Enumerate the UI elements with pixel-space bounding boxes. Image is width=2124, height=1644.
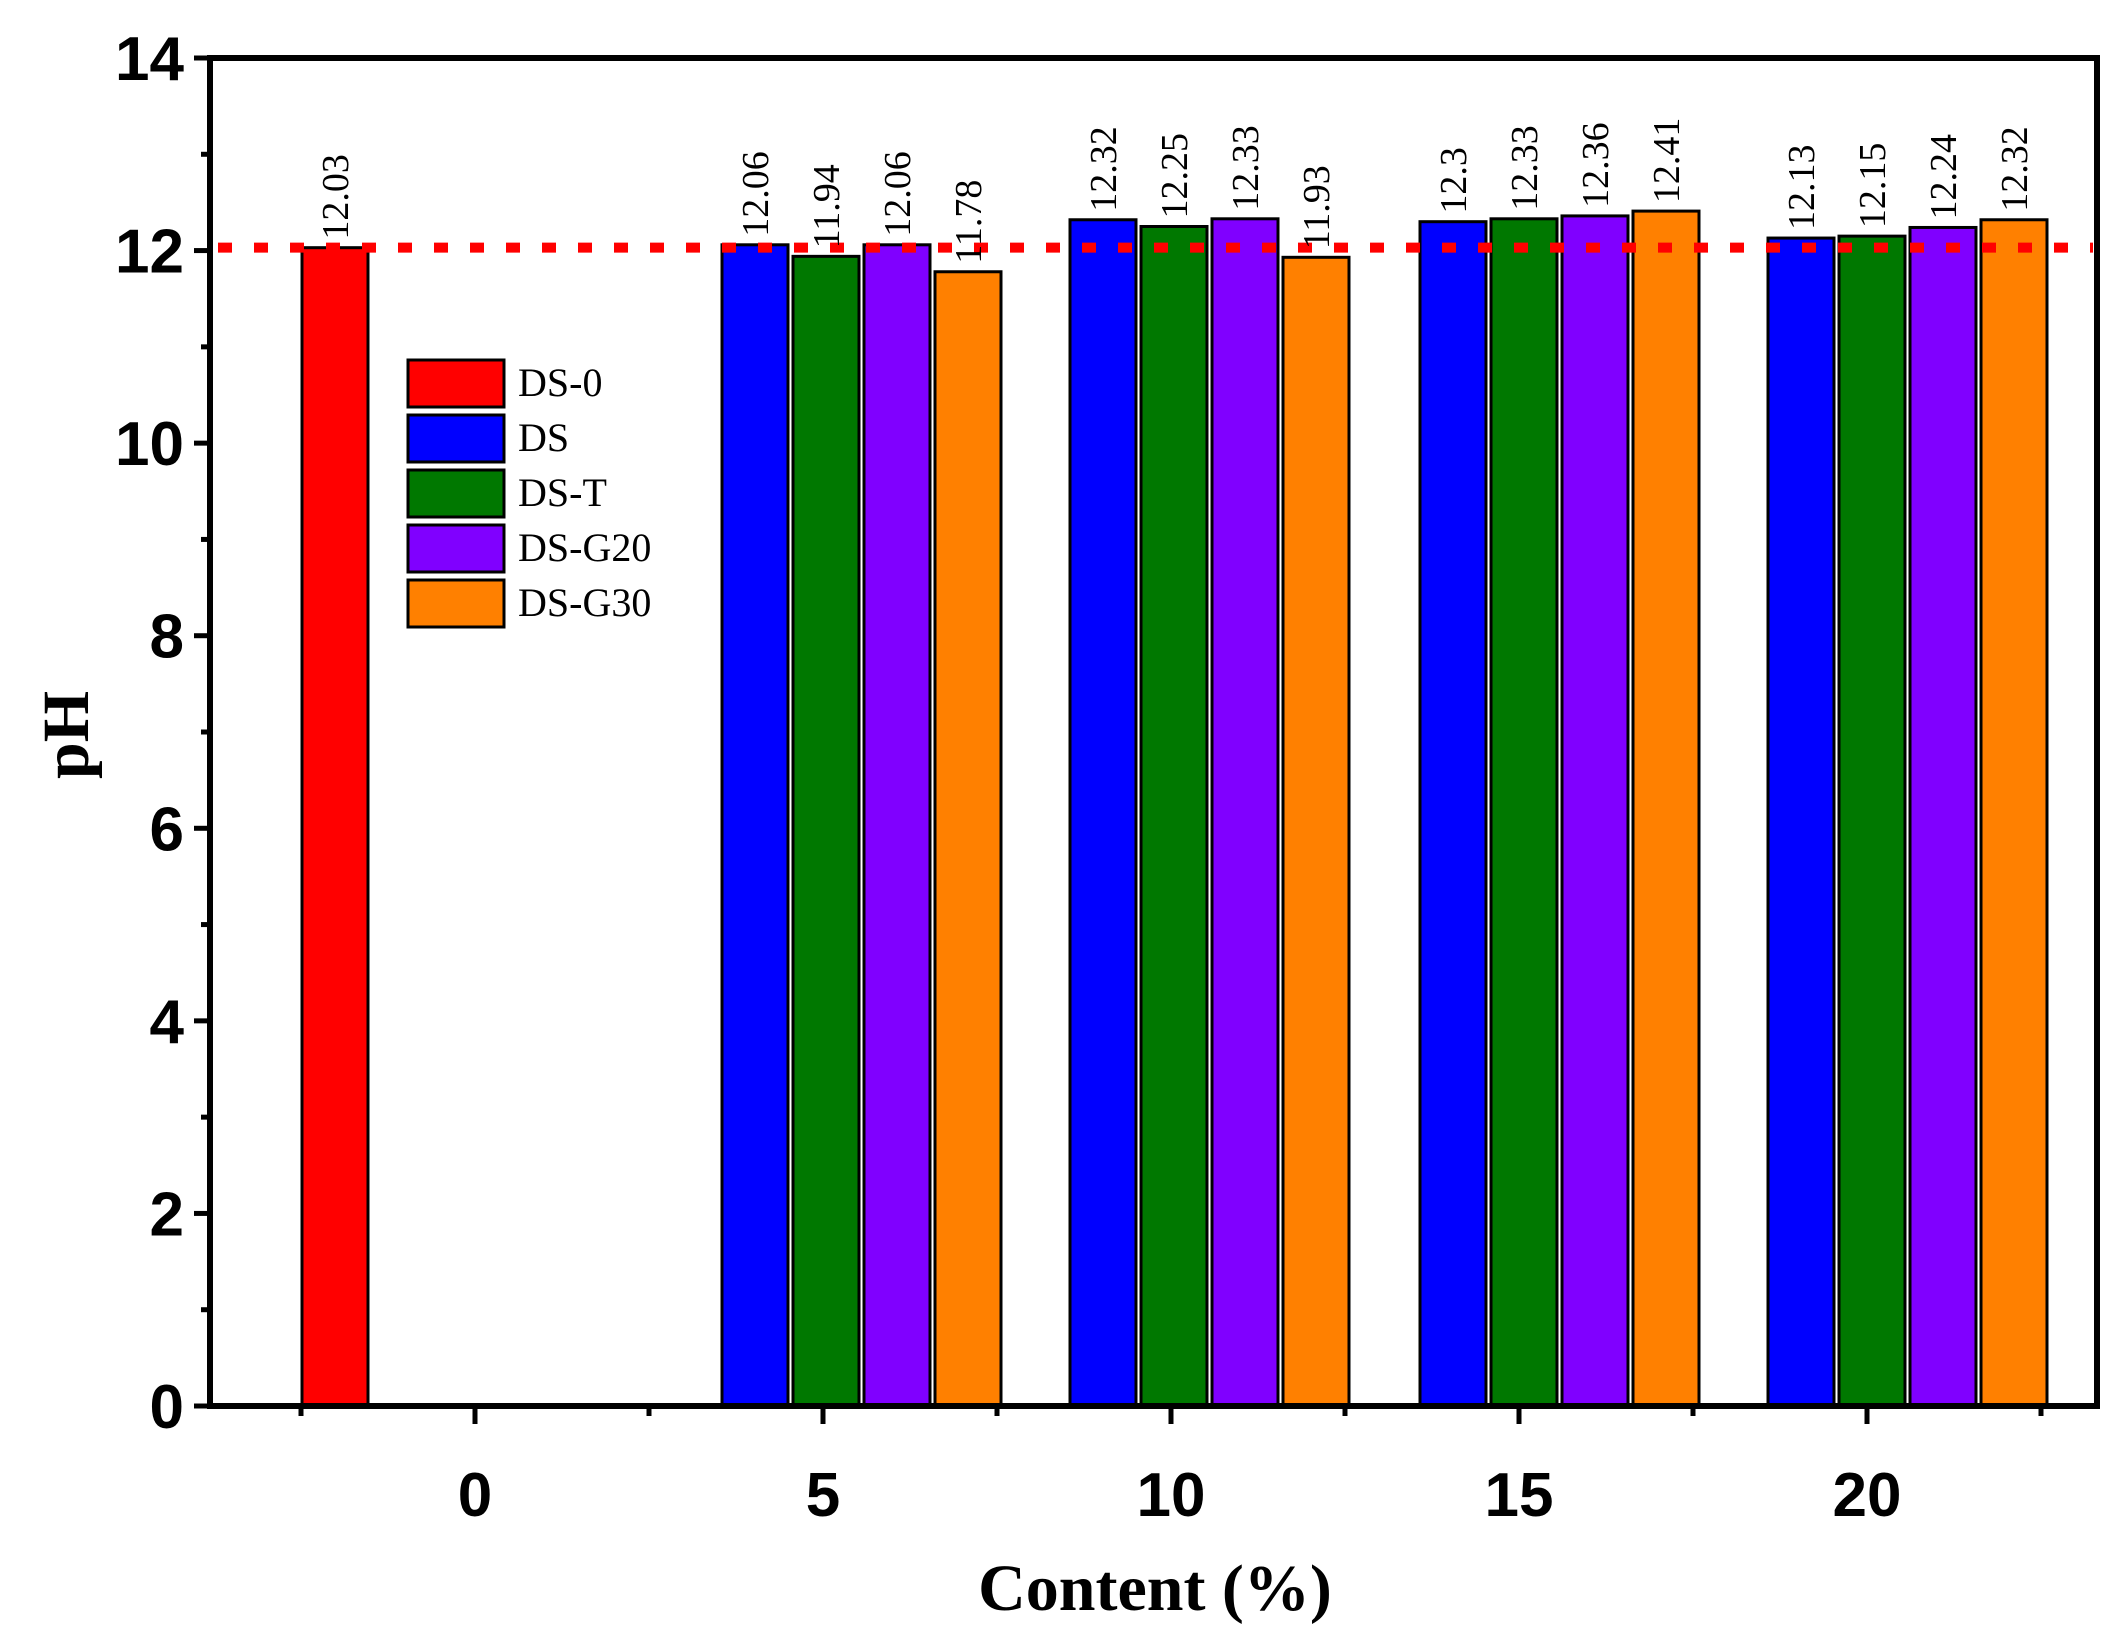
legend-swatch-ds <box>406 413 506 464</box>
bar-ds-20 <box>1766 236 1836 1408</box>
bar-ds-5 <box>720 243 790 1408</box>
data-label-ds-t-15: 12.33 <box>1504 125 1546 211</box>
data-label-ds-10: 12.32 <box>1083 126 1125 212</box>
y-tick-label-2: 2 <box>150 1180 184 1249</box>
legend-swatch-ds-g20 <box>406 523 506 574</box>
bar-ds-g20-20 <box>1908 225 1978 1408</box>
data-label-ds-20: 12.13 <box>1781 145 1823 231</box>
legend-label-ds-t: DS-T <box>518 470 607 515</box>
bar-ds-g30-20 <box>1979 218 2049 1408</box>
data-label-ds-g30-10: 11.93 <box>1296 165 1338 249</box>
bar-ds-g30-5 <box>933 270 1003 1408</box>
legend-label-ds: DS <box>518 415 569 460</box>
bar-ds-t-10 <box>1139 225 1209 1408</box>
bar-ds-0-0 <box>300 246 370 1408</box>
y-axis-title: pH <box>30 691 103 779</box>
y-tick-label-0: 0 <box>150 1373 184 1442</box>
bar-ds-g20-10 <box>1210 217 1280 1408</box>
x-axis: 0 5 10 15 20 <box>298 1406 2044 1530</box>
legend-label-ds-g30: DS-G30 <box>518 580 651 625</box>
legend-label-ds-0: DS-0 <box>518 360 602 405</box>
data-label-ds-g30-20: 12.32 <box>1994 126 2036 212</box>
legend-label-ds-g20: DS-G20 <box>518 525 651 570</box>
x-tick-label-15: 15 <box>1485 1461 1554 1530</box>
y-tick-label-8: 8 <box>150 603 184 672</box>
data-label-ds-g20-5: 12.06 <box>877 151 919 237</box>
y-tick-label-10: 10 <box>115 410 184 479</box>
legend-swatch-ds-0 <box>406 358 506 409</box>
x-tick-label-10: 10 <box>1137 1461 1206 1530</box>
bars-layer <box>300 209 2049 1408</box>
x-tick-label-0: 0 <box>458 1461 492 1530</box>
x-axis-title: Content (%) <box>978 1552 1332 1625</box>
data-label-ds-g30-5: 11.78 <box>948 180 990 264</box>
x-tick-label-5: 5 <box>806 1461 840 1530</box>
data-label-ds-t-20: 12.15 <box>1852 143 1894 229</box>
y-tick-label-14: 14 <box>115 25 184 94</box>
bar-ds-g30-15 <box>1631 209 1701 1408</box>
bar-ds-t-5 <box>791 254 861 1408</box>
bar-ds-15 <box>1418 220 1488 1408</box>
bar-ds-g20-15 <box>1560 214 1630 1408</box>
data-label-ds-15: 12.3 <box>1433 147 1475 214</box>
bar-ds-g20-5 <box>862 243 932 1408</box>
data-label-ds-g20-15: 12.36 <box>1575 122 1617 208</box>
x-tick-label-20: 20 <box>1833 1461 1902 1530</box>
legend-swatch-ds-g30 <box>406 578 506 629</box>
bar-ds-g30-10 <box>1281 255 1351 1408</box>
bar-ds-t-15 <box>1489 217 1559 1408</box>
data-label-ds-g30-15: 12.41 <box>1646 118 1688 204</box>
data-label-ds-t-5: 11.94 <box>806 164 848 248</box>
bar-ds-10 <box>1068 218 1138 1408</box>
y-axis: 0 2 4 6 8 10 12 14 <box>115 25 210 1442</box>
data-label-ds-0-0: 12.03 <box>315 154 357 240</box>
data-label-ds-g20-10: 12.33 <box>1225 125 1267 211</box>
y-tick-label-6: 6 <box>150 795 184 864</box>
data-label-ds-t-10: 12.25 <box>1154 133 1196 219</box>
bar-ds-t-20 <box>1837 234 1907 1408</box>
data-label-ds-g20-20: 12.24 <box>1923 134 1965 220</box>
legend: DS-0 DS DS-T DS-G20 DS-G30 <box>406 358 651 629</box>
y-tick-label-4: 4 <box>150 988 185 1057</box>
data-label-ds-5: 12.06 <box>735 151 777 237</box>
data-labels-layer: 12.03 12.06 12.32 12.3 12.13 11.94 12.25 12.33 1… <box>315 118 2036 264</box>
y-tick-label-12: 12 <box>115 218 184 287</box>
legend-swatch-ds-t <box>406 468 506 519</box>
